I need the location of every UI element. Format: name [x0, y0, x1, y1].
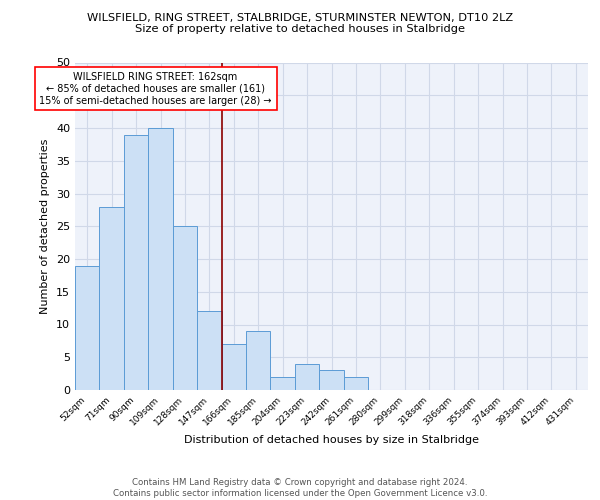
Bar — [124, 134, 148, 390]
Bar — [75, 266, 100, 390]
X-axis label: Distribution of detached houses by size in Stalbridge: Distribution of detached houses by size … — [184, 436, 479, 446]
Bar — [344, 377, 368, 390]
Bar — [100, 206, 124, 390]
Text: Contains HM Land Registry data © Crown copyright and database right 2024.
Contai: Contains HM Land Registry data © Crown c… — [113, 478, 487, 498]
Text: WILSFIELD RING STREET: 162sqm
← 85% of detached houses are smaller (161)
15% of : WILSFIELD RING STREET: 162sqm ← 85% of d… — [40, 72, 272, 106]
Y-axis label: Number of detached properties: Number of detached properties — [40, 138, 50, 314]
Bar — [246, 331, 271, 390]
Bar — [319, 370, 344, 390]
Text: Size of property relative to detached houses in Stalbridge: Size of property relative to detached ho… — [135, 24, 465, 34]
Bar — [173, 226, 197, 390]
Bar — [221, 344, 246, 390]
Bar — [271, 377, 295, 390]
Bar — [148, 128, 173, 390]
Bar — [197, 312, 221, 390]
Text: WILSFIELD, RING STREET, STALBRIDGE, STURMINSTER NEWTON, DT10 2LZ: WILSFIELD, RING STREET, STALBRIDGE, STUR… — [87, 12, 513, 22]
Bar — [295, 364, 319, 390]
